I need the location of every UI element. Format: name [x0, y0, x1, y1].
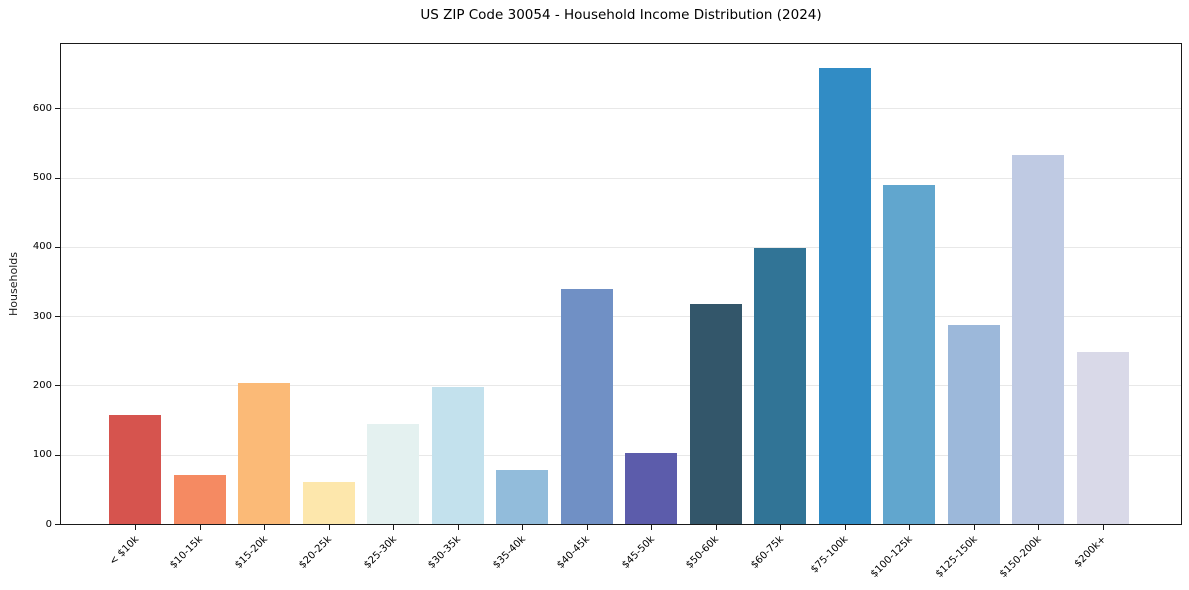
plot-area — [60, 43, 1182, 525]
x-tick-mark-9 — [715, 525, 717, 530]
x-tick-label-text: $75-100k — [808, 534, 851, 576]
x-tick-label-text: $45-50k — [619, 534, 657, 571]
x-tick-label-text: < $10k — [107, 534, 141, 568]
x-tick-mark-6 — [522, 525, 523, 530]
y-tick-mark-400 — [55, 246, 60, 248]
bar-20-25k — [302, 482, 355, 524]
x-tick-label-text: $50-60k — [684, 534, 722, 571]
x-tick-mark-4 — [393, 525, 394, 530]
chart-title: US ZIP Code 30054 - Household Income Dis… — [420, 7, 822, 23]
x-tick-mark-13 — [973, 525, 975, 530]
bar-125-150k — [947, 324, 1000, 524]
x-tick-label-text: $25-30k — [361, 534, 399, 571]
x-tick-label-text: $10-15k — [168, 534, 206, 571]
y-tick-label-0: 0 — [45, 518, 52, 530]
x-tick-mark-14 — [1038, 525, 1039, 530]
x-tick-mark-0 — [135, 525, 136, 530]
bar-50-60k — [689, 303, 742, 524]
x-tick-label-text: $15-20k — [232, 534, 270, 571]
bar-10-15k — [173, 474, 226, 524]
x-tick-label-text: $35-40k — [490, 534, 528, 571]
gridline-100 — [61, 454, 1181, 456]
x-tick-mark-5 — [457, 525, 459, 530]
y-tick-label-600: 600 — [32, 102, 52, 114]
y-tick-label-100: 100 — [32, 449, 52, 461]
y-tick-mark-200 — [55, 385, 60, 387]
x-tick-mark-15 — [1102, 525, 1104, 530]
bar-10k — [109, 414, 161, 524]
y-tick-mark-600 — [55, 108, 60, 110]
bar-60-75k — [754, 248, 806, 524]
bar-75-100k — [818, 68, 871, 524]
bar-100-125k — [883, 184, 935, 524]
x-tick-label-text: $125-150k — [933, 534, 980, 580]
x-tick-mark-3 — [328, 525, 330, 530]
x-tick-mark-11 — [844, 525, 846, 530]
bar-35-40k — [496, 469, 548, 524]
y-tick-label-200: 200 — [32, 379, 52, 391]
x-tick-label-text: $30-35k — [426, 534, 464, 571]
y-tick-mark-100 — [55, 454, 60, 456]
x-tick-label-text: $150-200k — [997, 534, 1044, 580]
y-tick-mark-300 — [55, 316, 60, 318]
x-tick-mark-8 — [651, 525, 652, 530]
x-tick-mark-7 — [586, 525, 588, 530]
bar-30-35k — [431, 386, 484, 524]
x-tick-mark-12 — [909, 525, 910, 530]
bar-40-45k — [560, 288, 613, 524]
bar-15-20k — [238, 382, 290, 524]
x-tick-mark-2 — [264, 525, 265, 530]
gridline-300 — [61, 316, 1181, 318]
x-tick-label-text: $100-125k — [868, 534, 915, 580]
x-tick-mark-10 — [780, 525, 781, 530]
gridline-400 — [61, 246, 1181, 248]
gridline-200 — [61, 385, 1181, 387]
x-tick-label-text: $60-75k — [748, 534, 786, 571]
bar-150-200k — [1012, 154, 1064, 524]
y-tick-mark-0 — [55, 524, 60, 525]
x-tick-label-text: $40-45k — [555, 534, 593, 571]
y-tick-mark-500 — [55, 177, 60, 179]
gridline-500 — [61, 177, 1181, 179]
bar-25-30k — [367, 424, 419, 524]
y-tick-label-400: 400 — [32, 241, 52, 253]
x-tick-label-text: $20-25k — [297, 534, 335, 571]
x-tick-mark-1 — [199, 525, 201, 530]
y-tick-label-500: 500 — [32, 172, 52, 184]
bar-45-50k — [625, 453, 677, 524]
x-tick-label-text: $200k+ — [1072, 534, 1109, 570]
bar-200k — [1076, 352, 1129, 524]
gridline-600 — [61, 108, 1181, 110]
y-tick-label-300: 300 — [32, 310, 52, 322]
